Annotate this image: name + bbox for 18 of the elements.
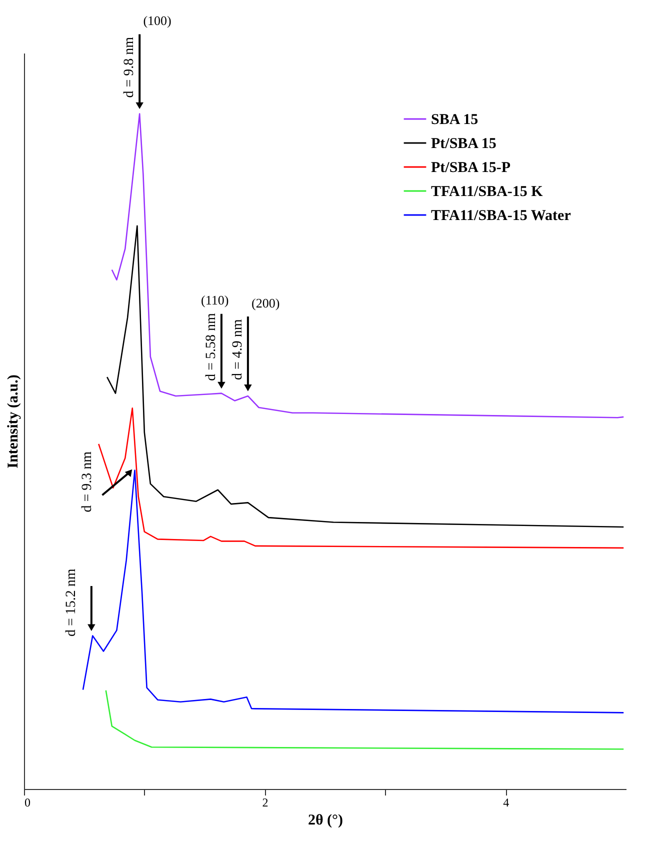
annotation: d = 9.8 nm xyxy=(122,36,137,98)
annotation: d = 15.2 nm xyxy=(64,568,80,636)
x-axis-title: 2θ (°) xyxy=(308,812,344,828)
x-tick-label: 0 xyxy=(24,796,30,810)
legend-label: Pt/SBA 15-P xyxy=(431,160,511,176)
legend-label: Pt/SBA 15 xyxy=(431,136,496,152)
x-tick-label: 4 xyxy=(503,796,510,810)
legend-label: TFA11/SBA-15 K xyxy=(431,184,544,200)
x-tick-label: 2 xyxy=(262,796,268,810)
legend-label: SBA 15 xyxy=(431,112,478,128)
annotation: (200) xyxy=(252,295,280,310)
legend-label: TFA11/SBA-15 Water xyxy=(431,208,572,224)
annotation: (110) xyxy=(200,292,229,308)
y-axis-title: Intensity (a.u.) xyxy=(6,374,22,468)
annotation: d = 5.58 nm xyxy=(204,312,219,381)
annotation: d = 9.3 nm xyxy=(80,451,95,512)
annotation: d = 4.9 nm xyxy=(230,319,246,380)
annotation: (100) xyxy=(143,13,172,28)
